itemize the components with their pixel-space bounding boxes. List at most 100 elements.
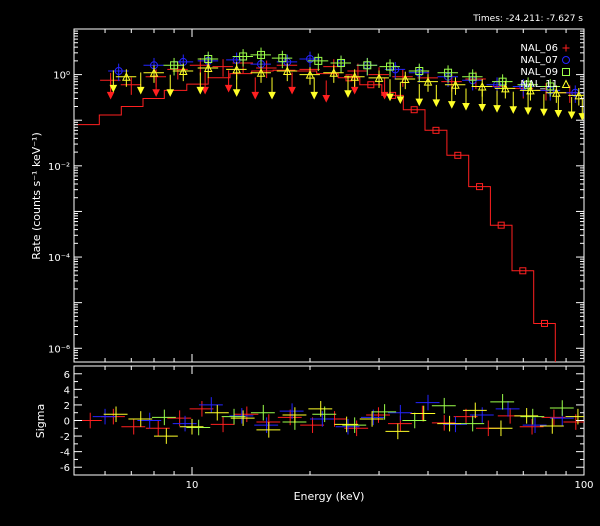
residuals-y-tick-label: -4 — [60, 448, 70, 459]
nal11-upper-limit-arrow — [136, 86, 145, 95]
nal11-marker — [451, 80, 460, 89]
nal11-marker — [374, 73, 384, 82]
nal09-marker — [337, 58, 346, 67]
nal06-model-box — [367, 81, 375, 89]
nal11-upper-limit-arrow — [310, 91, 319, 100]
nal09-marker — [314, 56, 323, 65]
nal11-upper-limit-arrow — [493, 105, 501, 113]
nal09-marker — [278, 54, 287, 63]
nal11-upper-limit-arrow — [462, 102, 470, 111]
nal11-upper-limit-arrow — [567, 111, 576, 120]
nal06-model-line — [77, 69, 556, 362]
nal06-upper-limit-arrow — [350, 86, 359, 95]
nal11-marker — [501, 83, 510, 93]
legend-marker-nal07 — [562, 56, 570, 64]
nal06-model-box — [519, 267, 527, 275]
nal11-upper-limit-arrow — [109, 84, 118, 93]
nal11-marker — [122, 72, 131, 81]
legend-label-nal07: NAL_07 — [520, 55, 558, 66]
nal09-marker — [257, 50, 266, 59]
nal11-upper-limit-arrow — [166, 89, 175, 97]
nal09-marker — [546, 82, 555, 91]
nal11-upper-limit-arrow — [396, 96, 405, 104]
nal11-upper-limit-arrow — [196, 86, 205, 95]
nal11-upper-limit-arrow — [478, 104, 487, 112]
residuals-y-tick-label: 4 — [64, 385, 70, 396]
nal06-model-box — [410, 106, 418, 114]
nal06-upper-limit-arrow — [224, 84, 233, 93]
legend-label-nal06: NAL_06 — [520, 43, 558, 54]
nal06-upper-limit-arrow — [288, 86, 296, 95]
nal07-marker — [306, 54, 315, 63]
nal11-upper-limit-arrow — [554, 110, 563, 118]
nal09-marker — [524, 80, 533, 89]
nal09-marker — [239, 52, 248, 61]
nal09-marker — [415, 66, 424, 75]
residuals-y-tick-label: 6 — [64, 370, 70, 381]
nal11-upper-limit-arrow — [386, 93, 394, 102]
nal11-upper-limit-arrow — [232, 89, 241, 97]
nal11-marker — [400, 74, 410, 84]
nal11-upper-limit-arrow — [524, 107, 532, 116]
x-axis-title: Energy (keV) — [294, 490, 365, 503]
nal06-model-box — [497, 221, 505, 229]
nal11-marker — [178, 66, 188, 75]
residuals-panel: 10 100 -6 -4 -2 0 2 4 6 — [60, 365, 594, 491]
nal11-marker — [423, 77, 433, 86]
nal07-marker — [114, 66, 123, 75]
residuals-y-tick-label: -2 — [60, 432, 70, 443]
nal11-upper-limit-arrow — [509, 106, 518, 114]
nal06-upper-limit-arrow — [322, 94, 331, 103]
nal09-marker — [386, 62, 395, 71]
nal06-model-box — [432, 126, 440, 134]
y-tick-label: 10⁰ — [53, 71, 70, 82]
nal09-marker — [468, 72, 477, 81]
nal11-marker — [256, 68, 266, 77]
nal09-marker — [170, 61, 179, 70]
nal11-marker — [305, 69, 315, 79]
nal11-marker — [574, 90, 584, 100]
y-tick-label: 10⁻² — [48, 162, 70, 173]
nal11-upper-limit-arrow — [432, 99, 441, 107]
nal06-model-box — [540, 319, 548, 327]
nal06-upper-limit-arrow — [106, 91, 115, 100]
nal06-upper-limit-arrow — [201, 86, 209, 95]
nal06-upper-limit-arrow — [380, 91, 389, 100]
nal09-marker — [444, 68, 453, 77]
nal11-marker — [232, 64, 241, 74]
nal06-upper-limit-arrow — [251, 91, 260, 100]
legend-marker-nal11 — [561, 79, 571, 88]
nal06-model-box — [454, 151, 462, 159]
nal11-marker — [552, 88, 561, 97]
legend-label-nal09: NAL_09 — [520, 67, 558, 78]
nal11-marker — [149, 68, 159, 77]
legend-marker-nal09 — [562, 68, 570, 76]
nal11-marker — [526, 85, 535, 95]
nal06-model-box — [476, 183, 484, 191]
nal06-upper-limit-arrow — [152, 89, 160, 97]
y-axis-title-bottom: Sigma — [34, 404, 47, 438]
y-tick-label: 10⁻⁴ — [48, 253, 70, 264]
spectrum-frame — [73, 28, 585, 363]
nal11-marker — [329, 68, 339, 77]
nal11-upper-limit-arrow — [447, 101, 456, 109]
y-tick-label: 10⁻⁶ — [48, 344, 70, 355]
y-axis-title-top: Rate (counts s⁻¹ keV⁻¹) — [30, 132, 43, 260]
x-tick-label: 10 — [186, 480, 199, 491]
nal11-upper-limit-arrow — [344, 90, 352, 98]
nal11-upper-limit-arrow — [415, 98, 424, 107]
nal11-upper-limit-arrow — [540, 108, 548, 117]
residuals-y-tick-label: -6 — [60, 463, 70, 474]
nal07-marker — [391, 65, 400, 74]
times-label: Times: -24.211: -7.627 s — [472, 14, 583, 24]
nal11-upper-limit-arrow — [578, 113, 584, 121]
residuals-y-tick-label: 2 — [64, 401, 70, 412]
nal09-marker — [498, 77, 507, 86]
residuals-y-tick-label: 0 — [64, 417, 70, 428]
nal11-marker — [350, 72, 359, 81]
nal11-marker — [203, 63, 213, 72]
x-tick-label: 100 — [574, 480, 593, 491]
